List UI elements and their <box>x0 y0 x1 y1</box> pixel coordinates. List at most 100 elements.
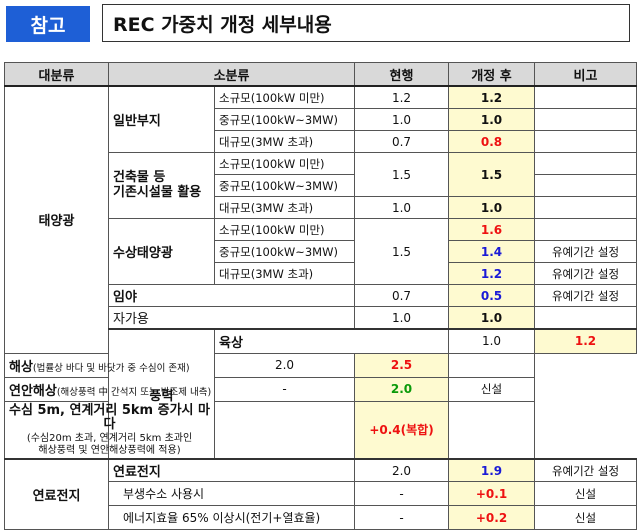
revised-value: 1.5 <box>448 152 536 197</box>
revised-value: +0.1 <box>448 481 536 507</box>
group-coastal: 연안해상(해상풍력 中 간석지 또는 방조제 내측) <box>4 376 215 402</box>
current-value: 2.0 <box>213 352 356 378</box>
group-fuelcell: 연료전지 <box>107 458 356 483</box>
table-row: 중규모(100kW~3MW) 1.4 유예기간 설정 <box>5 240 638 263</box>
revised-value: 0.5 <box>448 284 536 307</box>
revised-value: 1.0 <box>448 108 536 131</box>
group-building-line2: 기존시설물 활용 <box>113 184 202 200</box>
col-note: 비고 <box>534 62 638 87</box>
revised-value: +0.2 <box>448 505 536 530</box>
offshore-desc: (법률상 바다 및 바닷가 중 수심이 존재) <box>32 362 190 374</box>
note-cell: 신설 <box>534 505 638 530</box>
group-floating: 수상태양광 <box>108 218 215 285</box>
note-cell: 신설 <box>448 376 536 402</box>
revised-value: +0.4(복합) <box>354 400 450 460</box>
table-row: 자가용 1.0 1.0 <box>5 306 638 330</box>
col-revised: 개정 후 <box>448 62 536 87</box>
col-category: 대분류 <box>4 62 109 87</box>
note-cell: 유예기간 설정 <box>534 458 638 483</box>
table-row: 임야 0.7 0.5 유예기간 설정 <box>5 284 638 307</box>
coastal-desc: (해상풍력 中 간석지 또는 방조제 내측) <box>56 386 212 398</box>
group-depth-bonus: 수심 5m, 연계거리 5km 증가시 마다 (수심20m 초과, 연계거리 5… <box>4 400 215 460</box>
revised-value: 1.9 <box>448 458 536 483</box>
size-cell: 중규모(100kW~3MW) <box>213 108 356 131</box>
group-general-land: 일반부지 <box>108 85 215 153</box>
table-row: 태양광 일반부지 소규모(100kW 미만) 1.2 1.2 <box>4 85 638 354</box>
note-cell <box>534 152 638 175</box>
table-row: 연료전지 연료전지 2.0 1.9 유예기간 설정 <box>4 458 638 530</box>
depth-desc-line1: (수심20m 초과, 연계거리 5km 초과인 <box>26 433 193 445</box>
group-onshore: 육상 <box>213 328 450 354</box>
depth-desc-line2: 해상풍력 및 연안해상풍력에 적용) <box>38 444 181 456</box>
current-value: - <box>354 505 450 530</box>
table-row: 중규모(100kW~3MW) <box>5 174 638 197</box>
offshore-label: 해상 <box>9 359 33 375</box>
depth-label: 수심 5m, 연계거리 5km 증가시 마다 <box>9 402 210 433</box>
table-header-row: 대분류 소분류 현행 개정 후 비고 <box>4 62 638 87</box>
current-value: 0.7 <box>354 130 450 153</box>
group-forest: 임야 <box>107 284 356 307</box>
revised-value: 1.0 <box>448 306 536 330</box>
revised-value: 1.4 <box>448 240 536 263</box>
size-cell: 대규모(3MW 초과) <box>213 130 356 153</box>
revised-value: 1.2 <box>534 328 638 354</box>
table-row: 해상(법률상 바다 및 바닷가 중 수심이 존재) 2.0 2.5 <box>4 352 637 378</box>
revised-value: 0.8 <box>448 130 536 153</box>
coastal-label: 연안해상 <box>9 383 57 399</box>
note-cell: 신설 <box>534 481 638 507</box>
current-value: 1.5 <box>354 218 450 285</box>
size-cell: 소규모(100kW 미만) <box>213 218 356 241</box>
category-solar: 태양광 <box>4 85 109 354</box>
current-value: 1.0 <box>354 306 450 330</box>
current-value: 1.0 <box>354 196 450 219</box>
note-cell <box>534 85 638 109</box>
current-value: 1.5 <box>354 152 450 197</box>
revised-value: 2.5 <box>354 352 450 378</box>
note-cell <box>534 130 638 153</box>
size-cell: 중규모(100kW~3MW) <box>213 240 356 263</box>
current-value: - <box>354 481 450 507</box>
group-offshore: 해상(법률상 바다 및 바닷가 중 수심이 존재) <box>4 352 215 378</box>
current-value: 2.0 <box>354 458 450 483</box>
rec-weight-table: 대분류 소분류 현행 개정 후 비고 태양광 일반부지 소규모(100kW 미만… <box>4 62 638 530</box>
note-cell <box>448 352 536 378</box>
revised-value: 1.2 <box>448 85 536 109</box>
group-byproduct-hydrogen: 부생수소 사용시 <box>107 481 356 507</box>
note-cell <box>448 400 536 460</box>
revised-value: 2.0 <box>354 376 450 402</box>
current-value: 1.0 <box>448 328 536 354</box>
table-row: 대규모(3MW 초과) 1.0 1.0 <box>5 196 638 219</box>
current-value: 1.0 <box>354 108 450 131</box>
size-cell: 소규모(100kW 미만) <box>213 85 356 109</box>
current-value: 1.2 <box>354 85 450 109</box>
group-building: 건축물 등 기존시설물 활용 <box>108 152 215 219</box>
group-efficiency: 에너지효율 65% 이상시(전기+열효율) <box>107 505 356 530</box>
note-cell: 유예기간 설정 <box>534 240 638 263</box>
current-value: 0.7 <box>354 284 450 307</box>
size-cell: 소규모(100kW 미만) <box>213 152 356 175</box>
page-title: REC 가중치 개정 세부내용 <box>102 4 630 42</box>
note-cell <box>534 218 638 241</box>
note-cell <box>534 196 638 219</box>
note-cell: 유예기간 설정 <box>534 262 638 285</box>
revised-value: 1.2 <box>448 262 536 285</box>
group-self-use: 자가용 <box>107 306 356 330</box>
category-fuelcell: 연료전지 <box>4 458 109 530</box>
page-header: 참고 REC 가중치 개정 세부내용 <box>0 0 640 50</box>
revised-value: 1.0 <box>448 196 536 219</box>
col-subcategory: 소분류 <box>107 62 356 87</box>
note-cell: 유예기간 설정 <box>534 284 638 307</box>
revised-value: 1.6 <box>448 218 536 241</box>
current-value: - <box>213 376 356 402</box>
table-row: 수심 5m, 연계거리 5km 증가시 마다 (수심20m 초과, 연계거리 5… <box>4 400 637 460</box>
reference-badge: 참고 <box>6 6 90 42</box>
group-building-line1: 건축물 등 <box>113 169 166 185</box>
table-row: 부생수소 사용시 - +0.1 신설 <box>5 481 638 507</box>
note-cell <box>534 108 638 131</box>
note-cell <box>534 174 638 197</box>
col-current: 현행 <box>354 62 450 87</box>
size-cell: 대규모(3MW 초과) <box>213 262 356 285</box>
note-cell <box>534 306 638 330</box>
current-value <box>213 400 356 460</box>
table-row: 에너지효율 65% 이상시(전기+열효율) - +0.2 신설 <box>5 505 638 530</box>
